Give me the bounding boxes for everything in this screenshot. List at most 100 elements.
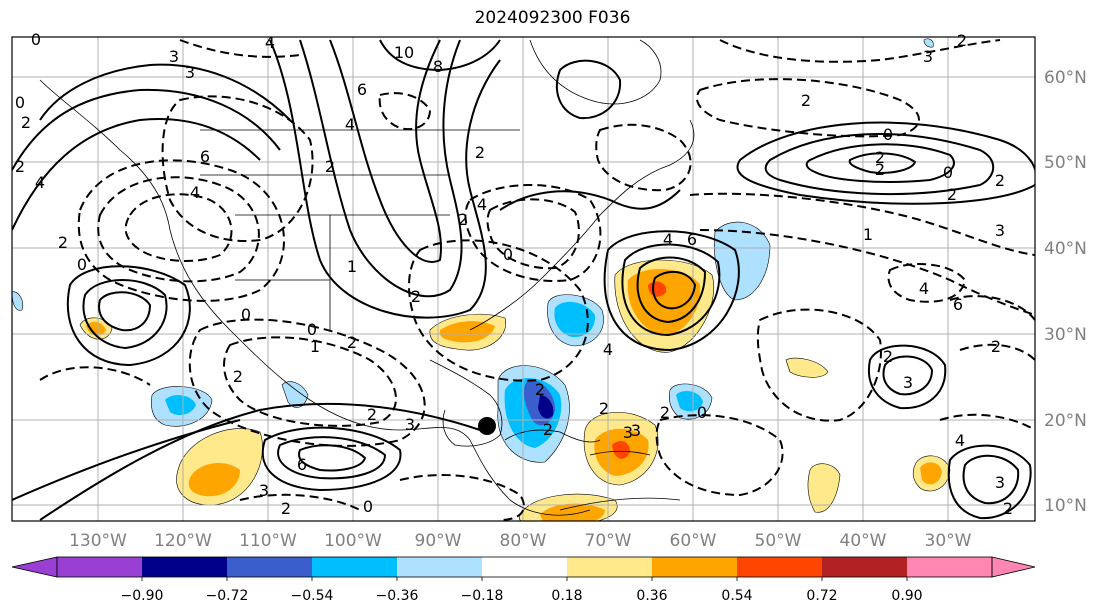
contour-label: 0: [943, 163, 953, 182]
contour-label: 2: [543, 420, 553, 439]
contour-label: 4: [663, 230, 673, 249]
contour-label: 2: [281, 499, 291, 518]
colorbar-swatch: [652, 557, 737, 577]
longitude-label: 60°W: [670, 531, 717, 551]
storm-center-marker: [478, 417, 496, 435]
contour-label: 2: [801, 91, 811, 110]
contour-label: 4: [35, 173, 45, 192]
contour-label: 2: [947, 185, 957, 204]
contour-label: 2: [58, 233, 68, 252]
colorbar-tick-label: 0.72: [806, 588, 837, 604]
contour-label: 0: [15, 93, 25, 112]
contour-label: 3: [185, 63, 195, 82]
longitude-label: 100°W: [324, 531, 382, 551]
colorbar-swatch: [567, 557, 652, 577]
longitude-label: 80°W: [500, 531, 547, 551]
colorbar-tick-label: 0.36: [636, 588, 667, 604]
latitude-label: 30°N: [1044, 325, 1087, 345]
contour-label: 0: [503, 245, 513, 264]
colorbar-extend-high: [991, 556, 1036, 578]
colorbar-swatch: [737, 557, 822, 577]
colorbar-tick-label: −0.54: [291, 588, 334, 604]
colorbar-swatch: [312, 557, 397, 577]
colorbar: [11, 556, 1036, 578]
colorbar-swatch: [57, 557, 142, 577]
contour-label: 2: [233, 367, 243, 386]
shaded-fields: [12, 38, 951, 521]
latitude-label: 20°N: [1044, 411, 1087, 431]
longitude-label: 50°W: [755, 531, 802, 551]
contour-label: 6: [357, 80, 367, 99]
latitude-label: 50°N: [1044, 153, 1087, 173]
colorbar-tick-label: −0.36: [376, 588, 419, 604]
longitude-label: 120°W: [154, 531, 212, 551]
colorbar-tick-labels: −0.90 −0.72 −0.54 −0.36 −0.18 0.18 0.36 0.54 0.7…: [121, 577, 923, 604]
colorbar-tick-label: 0.18: [551, 588, 582, 604]
contour-label: 4: [477, 195, 487, 214]
contour-label: 4: [345, 115, 355, 134]
map-title: 2024092300 F036: [474, 8, 631, 28]
contour-label: 6: [953, 295, 963, 314]
map-frame: [11, 36, 1036, 522]
contour-label: 3: [995, 221, 1005, 240]
contour-label: 6: [687, 230, 697, 249]
contour-label: 3: [631, 421, 641, 440]
graticule: [12, 37, 1035, 521]
contour-label: 3: [903, 373, 913, 392]
contour-label: 2: [458, 210, 468, 229]
colorbar-tick-label: 0.54: [721, 588, 752, 604]
colorbar-tick-label: 0.90: [891, 588, 922, 604]
colorbar-swatch: [397, 557, 482, 577]
longitude-label: 40°W: [840, 531, 887, 551]
contour-label: 6: [297, 455, 307, 474]
longitude-label: 90°W: [415, 531, 462, 551]
contour-label: 2: [411, 287, 421, 306]
contour-label: 0: [697, 403, 707, 422]
contour-label: 2: [957, 31, 967, 50]
contour-label: 2: [475, 143, 485, 162]
contour-label: 1: [863, 225, 873, 244]
colorbar-tick-label: −0.18: [461, 588, 504, 604]
contour-label: 0: [363, 497, 373, 516]
latitude-labels: 60°N 50°N 40°N 30°N 20°N 10°N: [1044, 68, 1087, 516]
contour-label: 2: [367, 405, 377, 424]
contour-label: 0: [241, 305, 251, 324]
contour-label: 3: [259, 481, 269, 500]
contour-label: 2: [995, 171, 1005, 190]
contour-label: 2: [599, 399, 609, 418]
contour-label: 2: [21, 113, 31, 132]
contour-label: 0: [883, 125, 893, 144]
coastlines: [39, 39, 695, 516]
contour-label: 4: [265, 33, 275, 52]
latitude-label: 40°N: [1044, 239, 1087, 259]
longitude-label: 110°W: [239, 531, 297, 551]
contour-label: 0: [77, 255, 87, 274]
contour-label: 10: [394, 43, 414, 62]
contour-label: 0: [307, 320, 317, 339]
contour-label: 2: [875, 148, 885, 167]
colorbar-swatch: [142, 557, 227, 577]
longitude-label: 70°W: [585, 531, 632, 551]
longitude-label: 130°W: [69, 531, 127, 551]
colorbar-swatch: [907, 557, 992, 577]
contour-label: 3: [995, 473, 1005, 492]
contour-label: 4: [190, 183, 200, 202]
contour-label: 2: [347, 333, 357, 352]
contour-label: 2: [325, 157, 335, 176]
contour-label: 3: [923, 47, 933, 66]
colorbar-tick-label: −0.90: [121, 588, 164, 604]
latitude-label: 60°N: [1044, 68, 1087, 88]
contour-label: 2: [535, 380, 545, 399]
contour-label: 2: [1003, 499, 1013, 518]
longitude-label: 30°W: [925, 531, 972, 551]
contour-label: 1: [347, 257, 357, 276]
longitude-labels: 130°W 120°W 110°W 100°W 90°W 80°W 70°W 60°W 50°W…: [69, 531, 972, 551]
contour-label: 0: [31, 30, 41, 49]
contour-label: 4: [919, 279, 929, 298]
contour-label: 6: [200, 147, 210, 166]
contour-label: 3: [623, 423, 633, 442]
contour-label: 2: [660, 403, 670, 422]
